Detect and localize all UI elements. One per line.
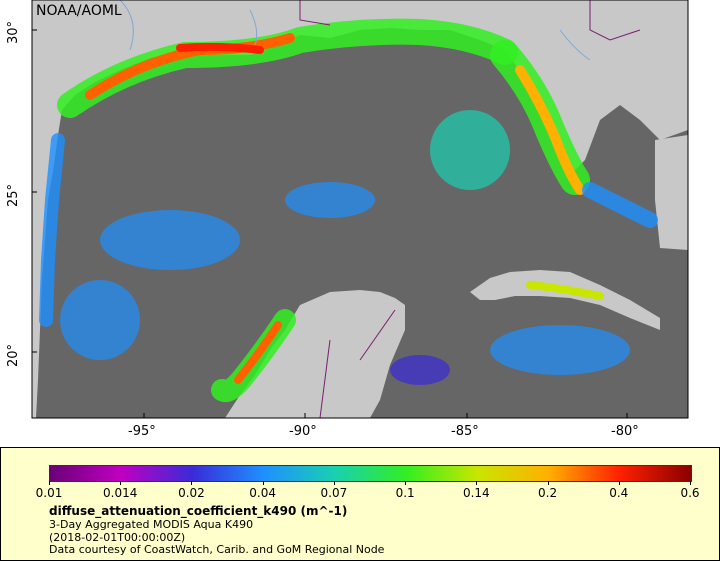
rivers <box>119 0 591 61</box>
legend-panel: 0.01 0.014 0.02 0.04 0.07 0.1 0.14 0.2 0.4 0.6 di… <box>0 447 720 561</box>
colorbar-tick-label: 0.2 <box>538 486 558 500</box>
axis-ticks <box>32 29 628 418</box>
agency-watermark: NOAA/AOML <box>36 3 122 19</box>
colorbar-tick-mark <box>333 481 335 485</box>
variable-title: diffuse_attenuation_coefficient_k490 (m^… <box>49 504 348 518</box>
colorbar-tick-label: 0.4 <box>609 486 629 500</box>
lon-label-85: -85° <box>451 424 479 439</box>
colorbar-tick-mark <box>690 481 691 485</box>
colorbar-tick-mark <box>120 481 122 485</box>
political-borders <box>299 0 641 419</box>
land-masses <box>32 0 688 418</box>
colorbar-tick-mark <box>262 481 264 485</box>
colorbar <box>49 465 692 482</box>
coastal-turbid-band <box>39 18 658 402</box>
k490-map <box>31 0 689 419</box>
land-yucatan <box>225 290 405 418</box>
colorbar-tick-label: 0.02 <box>178 486 205 500</box>
colorbar-tick-mark <box>476 481 478 485</box>
plot-frame <box>31 0 689 419</box>
data-credit: Data courtesy of CoastWatch, Carib. and … <box>49 543 385 556</box>
colorbar-tick-mark <box>547 481 549 485</box>
lat-label-25: 25° <box>6 183 21 207</box>
colorbar-tick-label: 0.1 <box>395 486 415 500</box>
product-time: (2018-02-01T00:00:00Z) <box>49 531 186 544</box>
open-ocean-patches <box>60 110 630 385</box>
colorbar-tick-mark <box>49 481 50 485</box>
colorbar-tick-mark <box>191 481 193 485</box>
colorbar-tick-label: 0.14 <box>462 486 490 500</box>
lon-label-90: -90° <box>289 424 317 439</box>
land-bahamas <box>655 135 688 250</box>
colorbar-tick-mark <box>618 481 620 485</box>
map-panel: NOAA/AOML 30° 25° 20° -95° -90° -85° -80… <box>6 0 689 439</box>
colorbar-tick-label: 0.07 <box>320 486 348 500</box>
colorbar-tick-label: 0.01 <box>35 486 63 500</box>
product-description: 3-Day Aggregated MODIS Aqua K490 <box>49 518 254 531</box>
colorbar-tick-label: 0.04 <box>249 486 277 500</box>
lat-label-20: 20° <box>6 343 21 367</box>
lat-label-30: 30° <box>6 20 21 44</box>
colorbar-tick-mark <box>405 481 407 485</box>
lon-label-95: -95° <box>128 424 156 439</box>
colorbar-tick-label: 0.6 <box>680 486 700 500</box>
colorbar-tick-label: 0.014 <box>103 486 138 500</box>
land-cuba <box>470 270 660 330</box>
land-us <box>32 0 688 418</box>
lon-label-80: -80° <box>611 424 639 439</box>
